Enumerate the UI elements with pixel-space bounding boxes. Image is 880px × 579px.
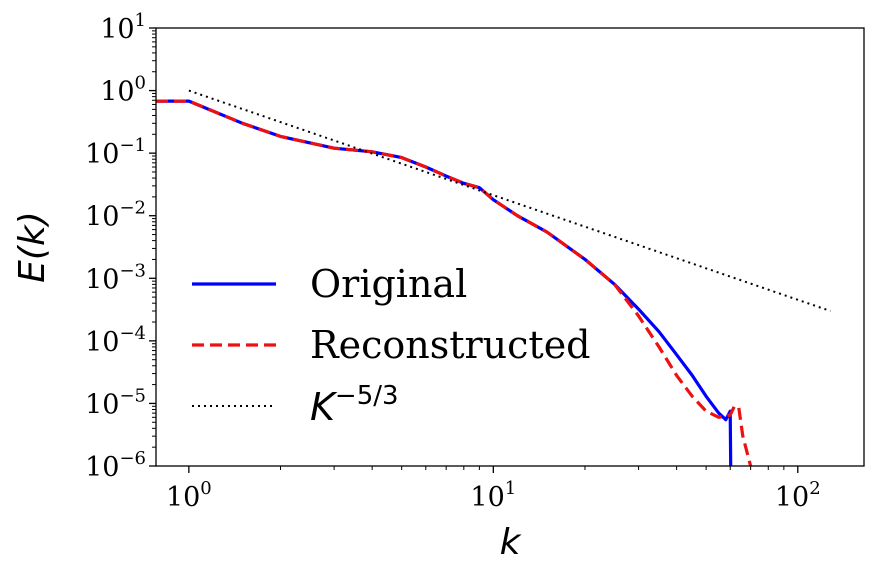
series-line-dashed — [156, 99, 753, 466]
y-tick-label: 10−3 — [85, 260, 146, 295]
x-tick-label: 102 — [775, 478, 821, 513]
y-tick-label: 10−5 — [85, 385, 146, 420]
series-line-dotted — [188, 89, 831, 312]
y-tick-label: 10−2 — [85, 198, 146, 233]
y-axis-label: E(k) — [12, 211, 53, 283]
y-tick-label: 10−6 — [85, 448, 146, 483]
y-tick-label: 100 — [100, 73, 146, 108]
x-axis-label: k — [500, 522, 523, 563]
legend: Original Reconstructed K−5/3 — [192, 262, 591, 429]
legend-label: Original — [310, 262, 467, 306]
y-tick-label: 10−4 — [85, 323, 146, 358]
plot-frame — [155, 27, 865, 467]
x-tick-label: 100 — [166, 478, 212, 513]
y-tick-label: 10−1 — [85, 135, 146, 170]
tick-layer: 100 101 102 101 100 10−1 10−2 10−3 10−4 10−5 10−6 — [85, 10, 821, 513]
legend-label: K−5/3 — [310, 381, 399, 429]
series-layer — [156, 89, 831, 466]
x-tick-label: 101 — [470, 478, 516, 513]
legend-label: Reconstructed — [310, 323, 591, 367]
y-tick-label: 101 — [100, 10, 146, 45]
